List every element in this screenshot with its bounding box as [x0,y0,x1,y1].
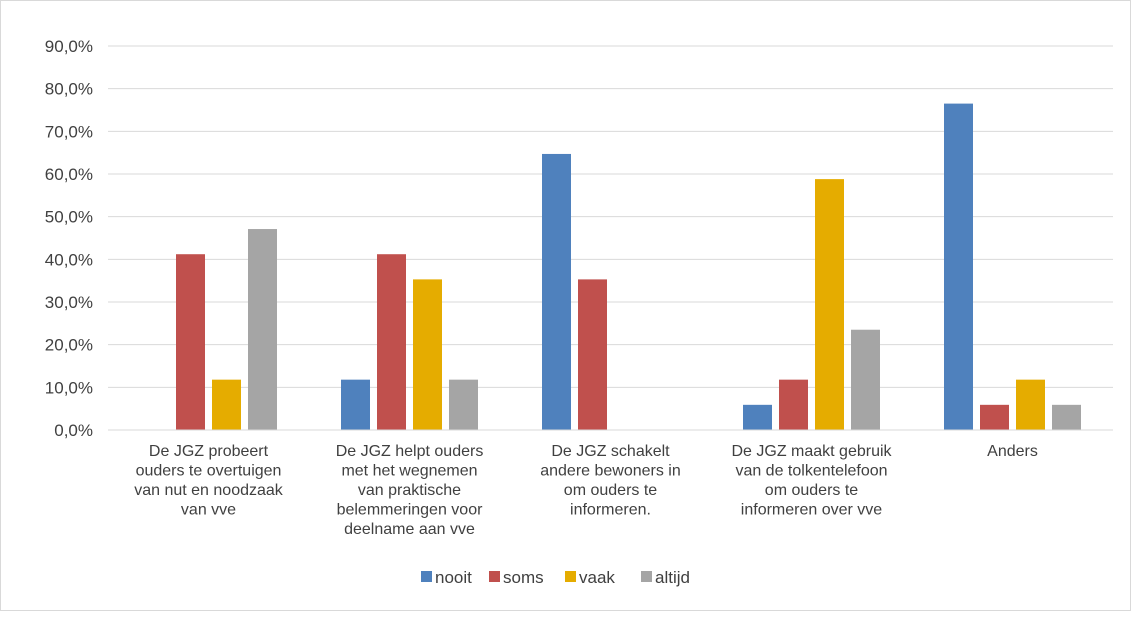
bar-nooit-4 [944,103,973,430]
bar-vaak-1 [413,279,442,430]
x-category-label-line: informeren over vve [741,502,882,519]
legend-swatch-altijd [641,571,652,582]
legend-swatch-soms [489,571,500,582]
bar-soms-0 [176,254,205,430]
y-tick-label: 0,0% [54,421,93,440]
x-category-label-line: informeren. [570,502,651,519]
y-tick-label: 80,0% [45,80,93,99]
y-tick-label: 30,0% [45,293,93,312]
bars [176,103,1081,431]
bar-nooit-1 [341,379,370,430]
x-category-label-line: van vve [181,502,236,519]
bar-soms-2 [578,279,607,430]
y-tick-label: 10,0% [45,378,93,397]
x-category-label: De JGZ helpt ouders met het wegnemen van p… [336,443,484,538]
x-category-label-line: om ouders te [765,482,858,499]
x-category-label-line: De JGZ schakelt [551,443,670,460]
legend-label-nooit: nooit [435,568,472,587]
bar-soms-1 [377,254,406,430]
x-category-label-line: ouders te overtuigen [136,463,282,480]
y-tick-label: 60,0% [45,165,93,184]
x-axis-category-labels: De JGZ probeert ouders te overtuigen van n… [134,443,1038,538]
legend-swatch-vaak [565,571,576,582]
x-category-label-line: belemmeringen voor [337,502,484,519]
bar-vaak-3 [815,179,844,430]
x-category-label: Anders [987,443,1038,460]
bar-vaak-0 [212,379,241,430]
x-category-label-line: De JGZ helpt ouders [336,443,484,460]
y-tick-label: 40,0% [45,250,93,269]
x-category-label: De JGZ probeert ouders te overtuigen van n… [134,443,284,519]
x-category-label-line: met het wegnemen [341,463,477,480]
x-category-label-line: De JGZ maakt gebruik [731,443,892,460]
bar-nooit-3 [743,404,772,430]
x-category-label: De JGZ schakelt andere bewoners in om oude… [540,443,681,519]
y-tick-label: 90,0% [45,37,93,56]
y-tick-label: 50,0% [45,208,93,227]
bar-altijd-4 [1052,404,1081,430]
y-tick-label: 20,0% [45,336,93,355]
x-category-label-line: van nut en noodzaak [134,482,284,499]
x-category-label: De JGZ maakt gebruik van de tolkentelefoo… [731,443,892,519]
legend: nooit soms vaak altijd [421,568,690,587]
legend-label-altijd: altijd [655,568,690,587]
bar-altijd-3 [851,329,880,430]
x-category-label-line: om ouders te [564,482,657,499]
legend-label-soms: soms [503,568,544,587]
x-category-label-line: Anders [987,443,1038,460]
x-category-label-line: van de tolkentelefoon [735,463,887,480]
bar-altijd-1 [449,379,478,430]
x-category-label-line: van praktische [358,482,461,499]
y-axis-tick-labels: 0,0% 10,0% 20,0% 30,0% 40,0% 50,0% 60,0% 70,0% 8… [45,37,93,440]
bar-soms-3 [779,379,808,430]
bar-soms-4 [980,404,1009,430]
bar-altijd-0 [248,229,277,430]
bar-nooit-2 [542,153,571,431]
x-category-label-line: De JGZ probeert [149,443,269,460]
legend-swatch-nooit [421,571,432,582]
legend-label-vaak: vaak [579,568,615,587]
x-category-label-line: deelname aan vve [344,521,475,538]
y-tick-label: 70,0% [45,122,93,141]
bar-vaak-4 [1016,379,1045,430]
x-category-label-line: andere bewoners in [540,463,681,480]
